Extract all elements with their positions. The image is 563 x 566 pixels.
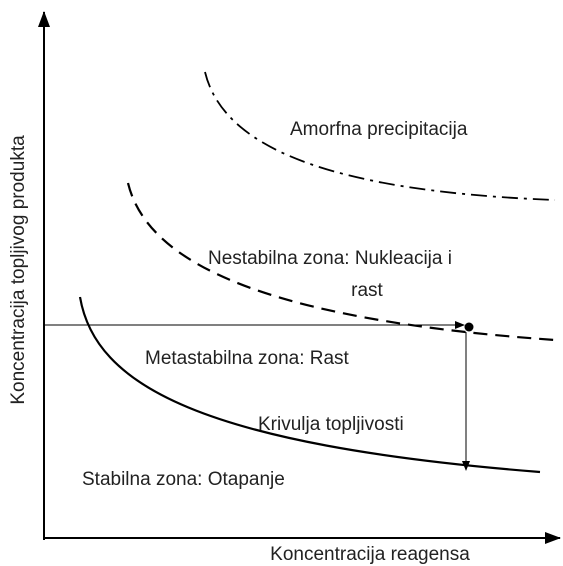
unstable-label: rast [351, 280, 383, 301]
amorphous-label: Amorfna precipitacija [290, 119, 468, 140]
solubility-curve [78, 296, 541, 474]
unstable-label: Nestabilna zona: Nukleacija i [208, 248, 452, 269]
y-axis-label: Koncentracija topljivog produkta [8, 135, 29, 405]
amorphous-curve [204, 71, 556, 201]
x-axis-label: Koncentracija reagensa [270, 544, 470, 565]
solubility-label: Krivulja topljivosti [258, 414, 404, 435]
metastable-label: Metastabilna zona: Rast [145, 348, 350, 369]
stable-label: Stabilna zona: Otapanje [82, 469, 285, 490]
point [464, 322, 474, 332]
supersolubility-curve [126, 182, 556, 342]
